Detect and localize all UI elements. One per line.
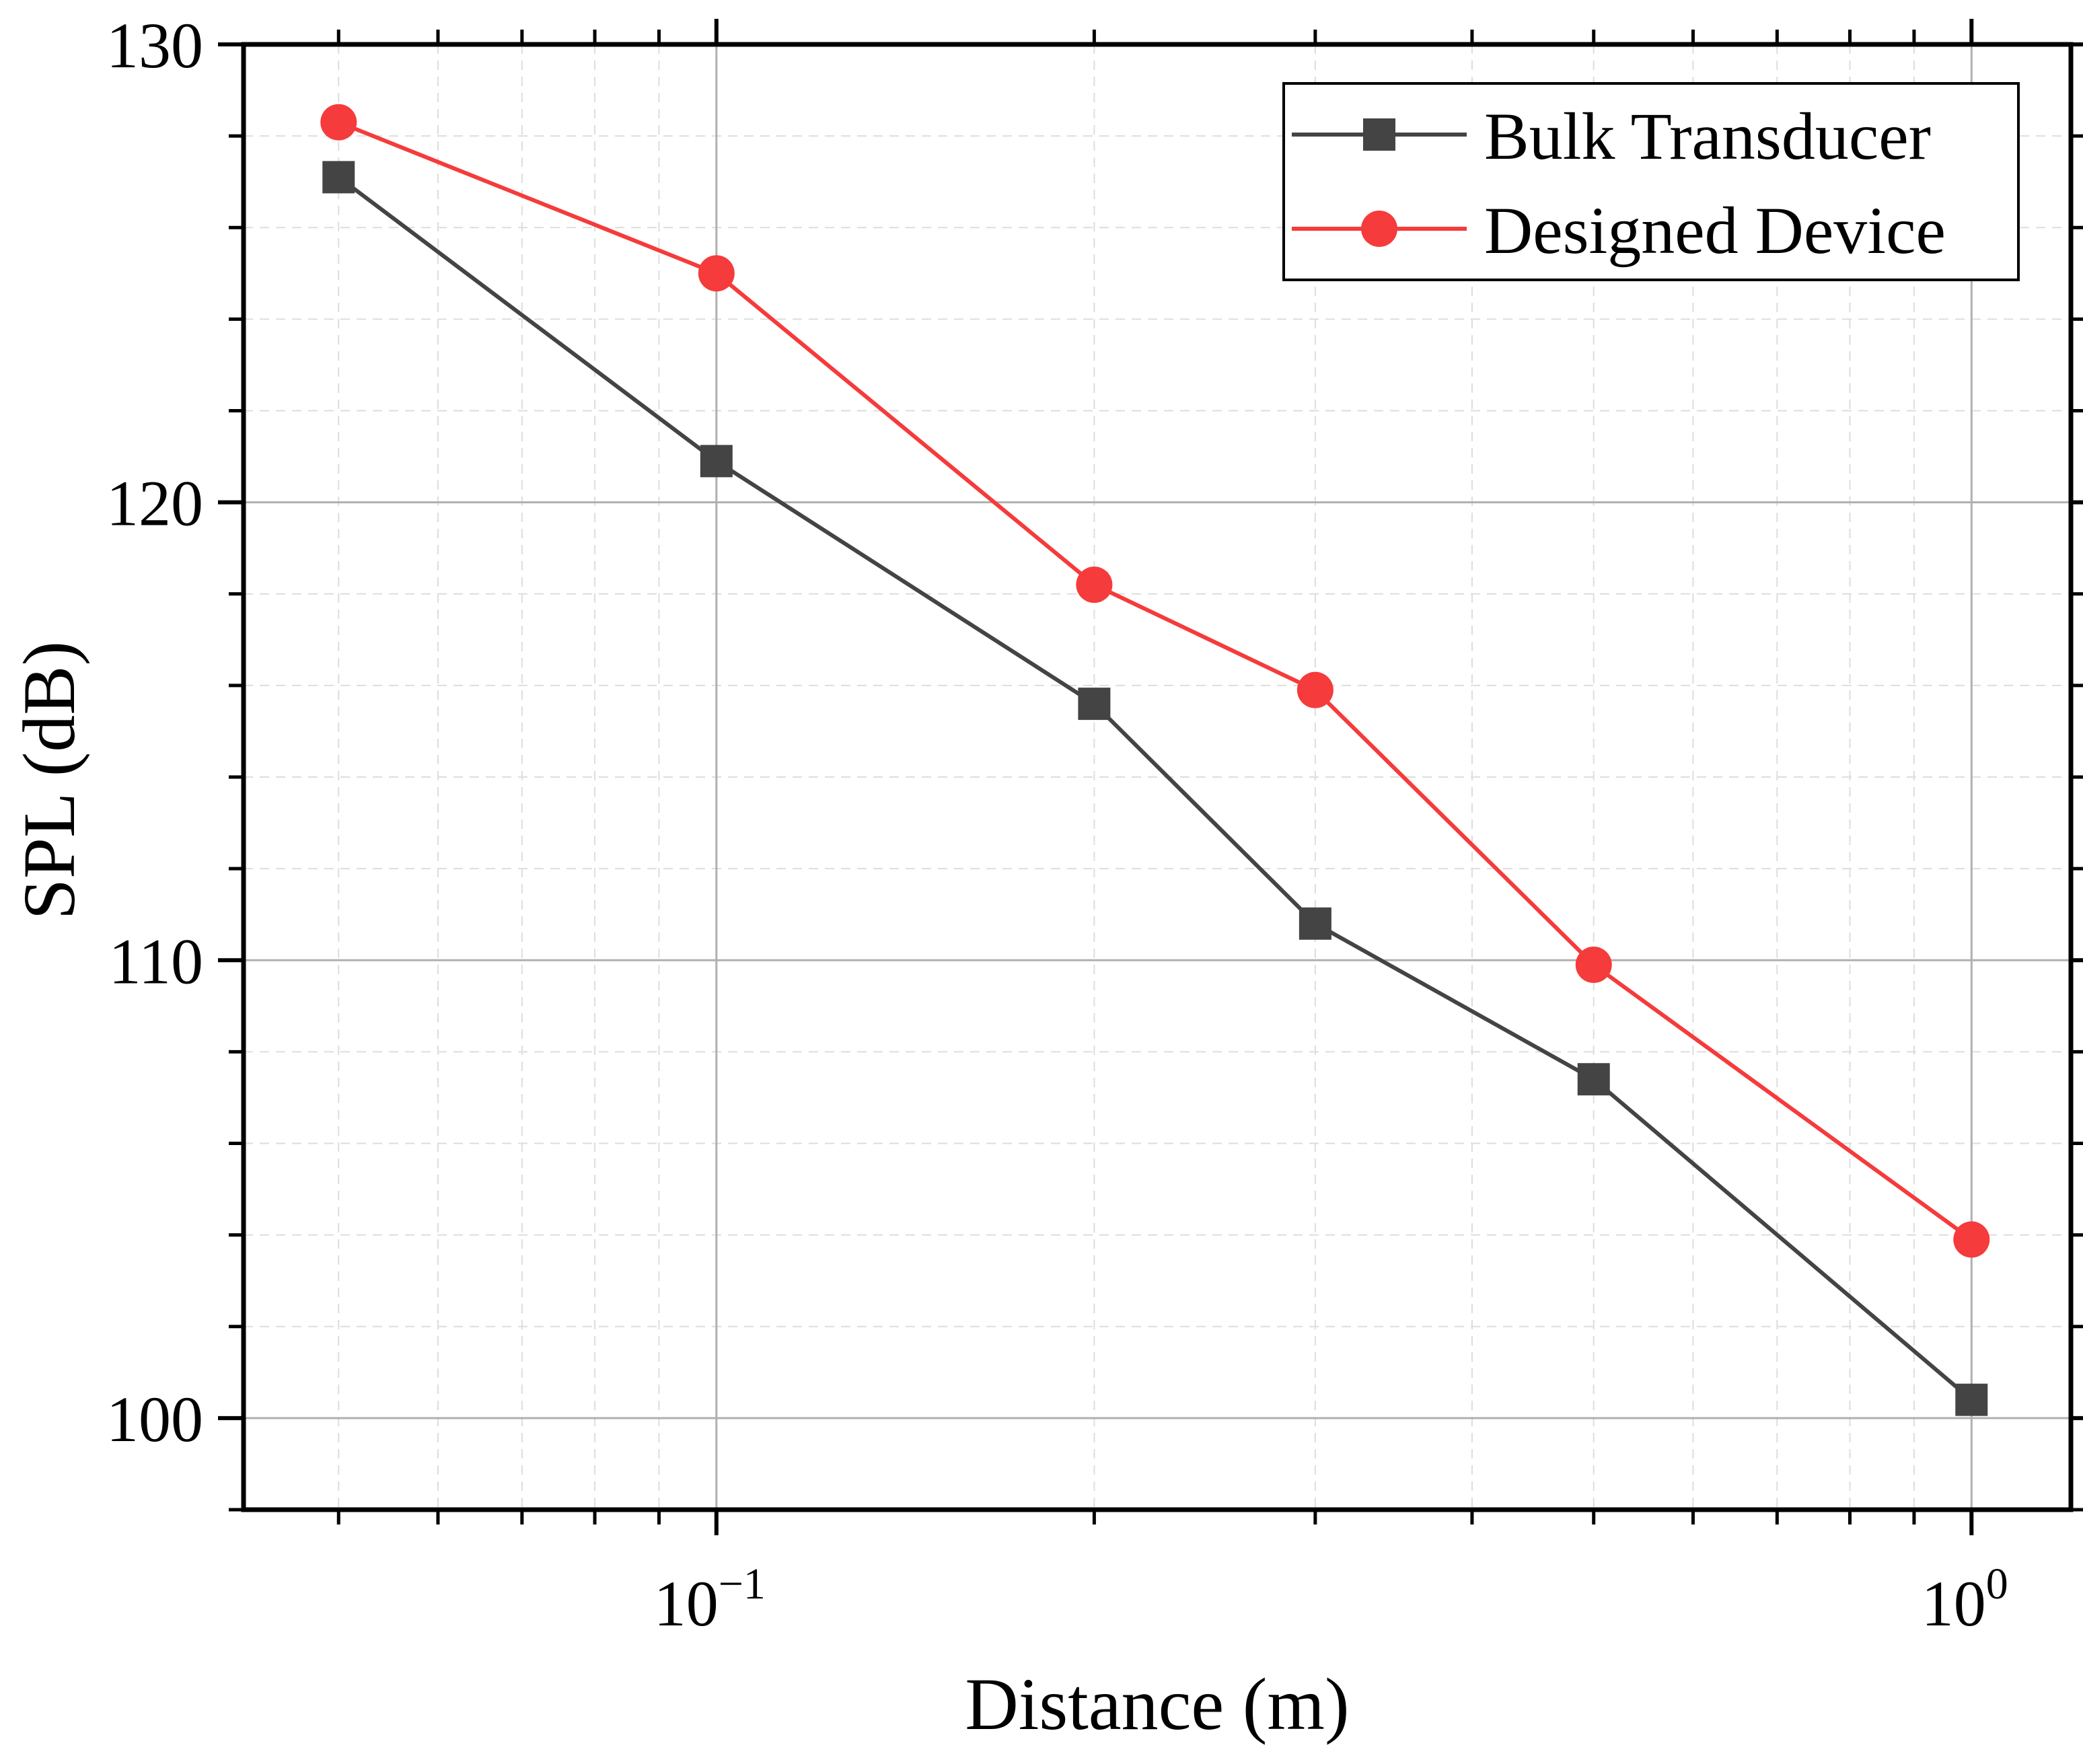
legend-item-bulk-transducer: Bulk Transducer [1292, 99, 1931, 174]
legend-marker-square [1363, 118, 1395, 151]
x-tick-label: 100 [1922, 1559, 2008, 1640]
data-point-designed-device [1076, 566, 1113, 603]
series-line-designed-device [338, 120, 1973, 1241]
data-point-bulk-transducer [322, 161, 355, 194]
x-axis-label: Distance (m) [965, 1663, 1349, 1745]
data-point-bulk-transducer [1078, 688, 1111, 721]
data-point-designed-device [1296, 671, 1333, 708]
legend-item-designed-device: Designed Device [1292, 193, 1946, 268]
series-line-bulk-transducer [337, 176, 1973, 1401]
data-point-designed-device [698, 255, 735, 292]
legend-marker-circle [1361, 211, 1397, 247]
data-point-designed-device [1953, 1221, 1990, 1258]
y-tick-label: 110 [109, 925, 203, 997]
data-point-bulk-transducer [1955, 1383, 1988, 1416]
y-axis-label: SPL (dB) [8, 641, 90, 920]
data-series [320, 104, 1990, 1416]
axis-ticks [218, 19, 2083, 1535]
x-tick-label: 10−1 [654, 1559, 766, 1640]
data-point-bulk-transducer [1299, 907, 1331, 940]
y-tick-label: 130 [106, 9, 203, 81]
data-point-bulk-transducer [700, 445, 733, 478]
legend: Bulk Transducer Designed Device [1282, 82, 2020, 281]
y-tick-label: 100 [106, 1383, 203, 1455]
data-point-designed-device [1575, 947, 1612, 984]
legend-label-bulk: Bulk Transducer [1484, 99, 1931, 174]
data-point-designed-device [320, 104, 357, 141]
legend-label-designed: Designed Device [1484, 193, 1946, 268]
axis-tick-labels: 100 110 120 130 10−1 100 [106, 9, 2008, 1640]
legend-box [1282, 82, 2020, 281]
y-tick-label: 120 [106, 468, 203, 540]
data-point-bulk-transducer [1577, 1063, 1610, 1096]
